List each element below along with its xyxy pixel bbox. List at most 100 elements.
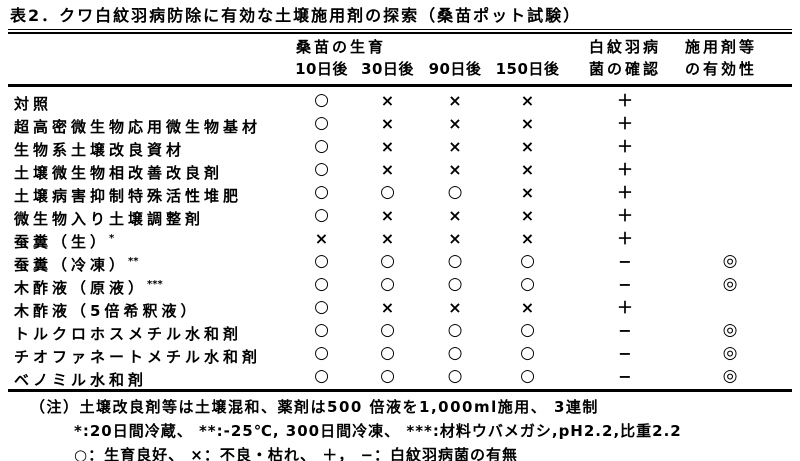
cell-growth-150d: ○	[520, 320, 535, 340]
cell-growth-30d: ○	[380, 320, 395, 340]
cell-fungus: −	[618, 275, 632, 294]
row-label: 生物系土壌改良資材	[8, 135, 288, 159]
row-label: トルクロホスメチル水和剤	[8, 319, 288, 343]
row-label-text: 微生物入り土壌調整剤	[14, 210, 205, 228]
cell-growth-90d: ○	[447, 274, 463, 294]
cell-fungus: −	[618, 367, 632, 386]
row-label-text: 土壌微生物相改善改良剤	[14, 164, 224, 182]
header-date-150d: 150日後	[495, 60, 560, 78]
cell-growth-90d: ○	[447, 251, 463, 271]
cell-efficacy: ◎	[722, 320, 738, 340]
cell-growth-90d: ○	[447, 343, 463, 363]
cell-fungus: ＋	[616, 206, 633, 225]
row-label-sup: *	[109, 233, 115, 244]
cell-growth-150d: ○	[520, 366, 535, 386]
cell-growth-10d: ○	[314, 274, 329, 294]
footnotes: （注）土壌改良剤等は土壌混和、薬剤は500 倍液を1,000ml施用、 3連制 …	[8, 395, 792, 461]
cell-growth-30d: ×	[380, 114, 395, 133]
table-header-row-1: 桑苗の生育 白紋羽病 施用剤等	[8, 34, 792, 57]
row-label-text: 木酢液（5倍希釈液）	[14, 302, 200, 320]
cell-fungus: ＋	[616, 91, 633, 110]
row-label: 木酢液（原液）***	[8, 273, 288, 297]
row-label: 木酢液（5倍希釈液）	[8, 296, 288, 320]
cell-growth-10d: ×	[314, 229, 329, 248]
cell-fungus: −	[618, 344, 632, 363]
row-label: 対照	[8, 89, 288, 113]
table-bottom-rule	[8, 389, 792, 392]
cell-fungus: ＋	[616, 183, 633, 202]
cell-efficacy	[685, 204, 775, 227]
cell-growth-10d: ○	[314, 205, 329, 225]
row-label: 蚕糞（生）*	[8, 227, 288, 251]
row-label-text: トルクロホスメチル水和剤	[14, 325, 243, 343]
cell-efficacy	[685, 181, 775, 204]
cell-growth-150d: ○	[520, 343, 535, 363]
footnote-line-1: （注）土壌改良剤等は土壌混和、薬剤は500 倍液を1,000ml施用、 3連制	[30, 398, 599, 416]
table-header-row-2: 10日後 30日後 90日後 150日後 菌の確認 の有効性	[8, 57, 792, 79]
row-label: 土壌微生物相改善改良剤	[8, 158, 288, 182]
cell-growth-10d: ○	[314, 366, 329, 386]
cell-growth-90d: ×	[448, 137, 462, 156]
cell-growth-90d: ×	[448, 298, 462, 317]
cell-growth-150d: ×	[520, 183, 535, 202]
row-label-text: 生物系土壌改良資材	[14, 141, 186, 159]
cell-growth-150d: ×	[520, 91, 535, 110]
row-label-text: 蚕糞（冷凍）	[14, 256, 129, 274]
header-fungus-line2: 菌の確認	[588, 60, 661, 78]
header-date-90d: 90日後	[428, 60, 482, 78]
row-label-sup: **	[128, 256, 139, 267]
row-label: ベノミル水和剤	[8, 365, 288, 389]
cell-growth-90d: ×	[448, 206, 462, 225]
row-label: 超高密微生物応用微生物基材	[8, 112, 288, 136]
cell-efficacy: ◎	[722, 343, 738, 363]
cell-growth-90d: ○	[447, 320, 463, 340]
header-efficacy-line1: 施用剤等	[685, 38, 758, 56]
cell-efficacy: ◎	[722, 274, 738, 294]
table-body: 対照 ○ × × × ＋ 超高密微生物応用微生物基材 ○ × × × ＋ 生物系…	[8, 89, 792, 389]
cell-fungus: ＋	[616, 229, 633, 248]
cell-fungus: −	[618, 252, 632, 271]
cell-growth-10d: ○	[314, 90, 329, 110]
cell-growth-10d: ○	[314, 297, 329, 317]
header-growth-group: 桑苗の生育	[296, 38, 387, 56]
title-rule	[8, 29, 792, 34]
cell-growth-30d: ○	[380, 182, 395, 202]
cell-fungus: ＋	[616, 114, 633, 133]
cell-growth-90d: ×	[448, 91, 462, 110]
header-date-30d: 30日後	[361, 60, 414, 78]
cell-growth-90d: ×	[448, 229, 462, 248]
cell-fungus: ＋	[616, 137, 633, 156]
cell-growth-10d: ○	[314, 182, 329, 202]
cell-growth-90d: ○	[447, 366, 463, 386]
cell-growth-150d: ×	[520, 298, 535, 317]
cell-growth-30d: ○	[380, 251, 395, 271]
cell-growth-150d: ×	[520, 206, 535, 225]
cell-growth-30d: ×	[380, 298, 395, 317]
row-label: 微生物入り土壌調整剤	[8, 204, 288, 228]
header-rule	[8, 79, 792, 87]
page-title: 表2．クワ白紋羽病防除に有効な土壌施用剤の探索（桑苗ポット試験）	[10, 6, 582, 25]
cell-fungus: −	[618, 321, 632, 340]
row-label: チオファネートメチル水和剤	[8, 342, 288, 366]
row-label-text: ベノミル水和剤	[14, 371, 148, 389]
cell-growth-150d: ×	[520, 229, 535, 248]
cell-growth-90d: ×	[448, 160, 462, 179]
cell-efficacy	[685, 227, 775, 250]
cell-growth-30d: ×	[380, 229, 395, 248]
cell-growth-150d: ×	[520, 160, 535, 179]
cell-growth-30d: ○	[380, 366, 395, 386]
header-fungus-line1: 白紋羽病	[588, 38, 661, 56]
cell-growth-150d: ×	[520, 114, 535, 133]
cell-growth-90d: ×	[448, 114, 462, 133]
cell-growth-150d: ○	[520, 251, 535, 271]
footnote-line-3: ○：生育良好、 ×：不良・枯れ、 ＋， −：白紋羽病菌の有無	[74, 446, 519, 461]
cell-growth-90d: ○	[447, 182, 463, 202]
cell-growth-30d: ○	[380, 274, 395, 294]
row-label-sup: ***	[147, 279, 163, 290]
cell-growth-10d: ○	[314, 136, 329, 156]
cell-growth-30d: ×	[380, 137, 395, 156]
cell-efficacy	[685, 135, 775, 158]
cell-fungus: ＋	[616, 298, 633, 317]
cell-fungus: ＋	[616, 160, 633, 179]
